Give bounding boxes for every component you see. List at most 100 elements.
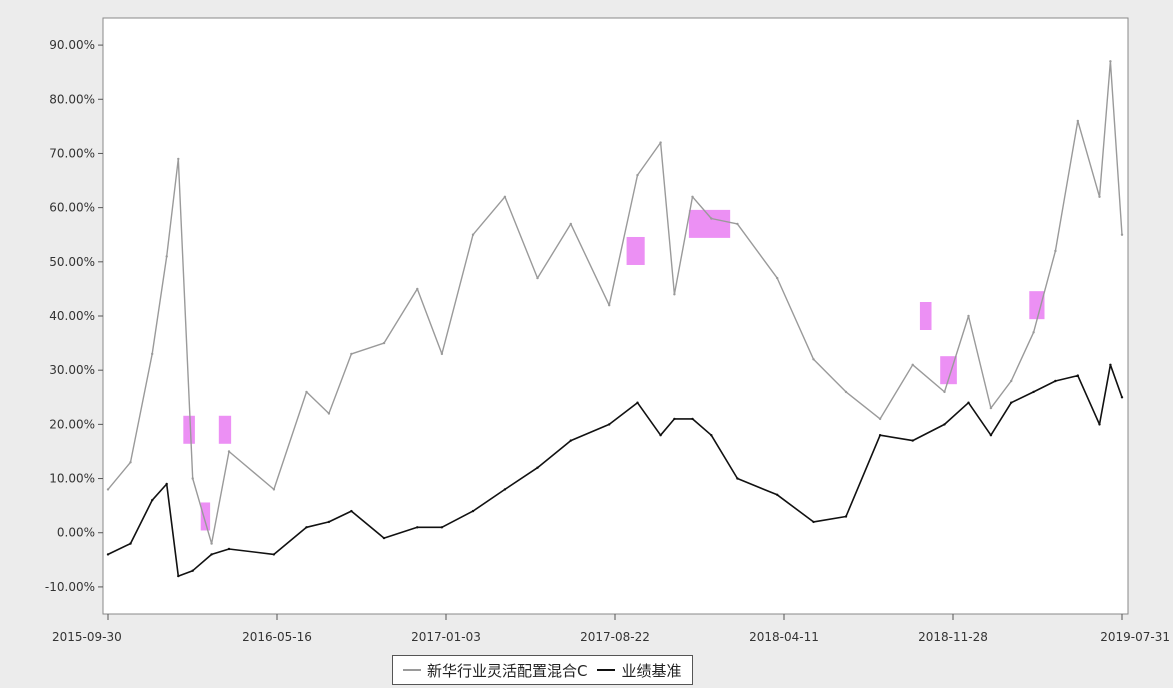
benchmark-point-10 <box>327 520 331 524</box>
fund-point-23 <box>691 195 694 198</box>
fund-point-19 <box>608 304 611 307</box>
legend-swatch-benchmark <box>597 669 616 671</box>
fund-point-33 <box>989 406 993 410</box>
legend-item-benchmark: 业绩基准 <box>597 660 682 681</box>
benchmark-point-26 <box>776 493 779 496</box>
x-tick-label-2: 2017-01-03 <box>411 630 481 644</box>
fund-point-35 <box>1032 331 1035 334</box>
fund-point-17 <box>536 276 539 280</box>
fund-point-40 <box>1120 233 1124 236</box>
fund-point-31 <box>943 390 946 394</box>
fund-point-24 <box>710 217 713 220</box>
benchmark-point-22 <box>673 417 676 421</box>
benchmark-point-7 <box>227 547 231 551</box>
highlight-band-6 <box>940 356 957 385</box>
legend-label-benchmark: 业绩基准 <box>621 661 682 680</box>
fund-point-8 <box>272 488 276 491</box>
benchmark-point-2 <box>151 499 154 502</box>
highlight-layer <box>183 209 1045 531</box>
benchmark-point-23 <box>691 417 694 421</box>
fund-point-0 <box>106 488 110 491</box>
y-tick-label-3: 20.00% <box>49 417 95 431</box>
fund-point-30 <box>911 363 914 366</box>
benchmark-point-34 <box>1010 401 1013 404</box>
fund-point-10 <box>327 412 331 415</box>
fund-point-3 <box>165 255 168 258</box>
legend: 新华行业灵活配置混合C 业绩基准 <box>392 655 693 685</box>
benchmark-point-38 <box>1098 423 1101 426</box>
benchmark-point-21 <box>659 434 662 437</box>
benchmark-point-40 <box>1120 396 1124 399</box>
fund-point-38 <box>1098 195 1101 198</box>
y-tick-label-9: 80.00% <box>49 92 95 106</box>
legend-swatch-fund <box>403 669 421 671</box>
highlight-band-1 <box>200 502 211 531</box>
fund-point-32 <box>967 314 970 318</box>
fund-point-13 <box>416 287 419 291</box>
y-tick-label-8: 70.00% <box>49 146 95 160</box>
benchmark-point-9 <box>305 526 308 529</box>
fund-point-18 <box>569 222 572 226</box>
fund-point-12 <box>382 341 386 345</box>
benchmark-point-1 <box>129 542 132 545</box>
fund-point-34 <box>1010 379 1013 383</box>
fund-point-25 <box>736 222 739 226</box>
legend-item-fund: 新华行业灵活配置混合C <box>403 660 587 681</box>
benchmark-point-6 <box>210 553 213 556</box>
fund-point-37 <box>1076 119 1080 123</box>
benchmark-point-27 <box>812 520 815 524</box>
benchmark-point-36 <box>1054 379 1057 383</box>
fund-point-20 <box>636 173 639 177</box>
highlight-band-4 <box>688 209 731 238</box>
benchmark-point-37 <box>1076 374 1080 377</box>
fund-point-2 <box>151 352 154 356</box>
y-tick-label-4: 30.00% <box>49 363 95 377</box>
x-tick-label-0: 2015-09-30 <box>52 630 122 644</box>
y-tick-label-2: 10.00% <box>49 472 95 486</box>
fund-point-11 <box>350 352 353 356</box>
fund-point-36 <box>1054 249 1057 253</box>
benchmark-point-8 <box>272 553 276 556</box>
y-tick-label-1: 0.00% <box>57 526 95 540</box>
fund-point-15 <box>471 233 475 236</box>
benchmark-point-16 <box>503 488 507 491</box>
benchmark-point-30 <box>911 439 914 442</box>
y-tick-label-10: 90.00% <box>49 38 95 52</box>
benchmark-point-11 <box>350 509 353 513</box>
y-axis: -10.00% 0.00% 10.00% 20.00% 30.00% 40.00% 50.0… <box>45 38 103 594</box>
benchmark-point-15 <box>471 509 475 513</box>
plot-area <box>102 17 1129 615</box>
x-axis: 2015-09-30 2016-05-16 2017-01-03 2017-08-22… <box>52 614 1170 644</box>
benchmark-point-32 <box>967 401 970 404</box>
fund-point-28 <box>844 390 848 394</box>
benchmark-point-14 <box>440 526 444 529</box>
benchmark-point-25 <box>736 477 739 480</box>
benchmark-point-5 <box>191 569 194 572</box>
fund-point-39 <box>1109 60 1112 63</box>
benchmark-point-39 <box>1109 363 1112 366</box>
benchmark-point-20 <box>636 401 639 404</box>
benchmark-point-17 <box>536 466 539 469</box>
benchmark-point-4 <box>177 574 180 578</box>
fund-point-26 <box>776 276 779 280</box>
highlight-band-3 <box>626 236 645 265</box>
fund-point-4 <box>177 157 180 161</box>
fund-point-29 <box>878 417 882 421</box>
y-tick-label-6: 50.00% <box>49 255 95 269</box>
fund-point-27 <box>812 358 815 361</box>
highlight-band-5 <box>919 302 932 330</box>
benchmark-point-35 <box>1032 390 1035 394</box>
x-tick-label-3: 2017-08-22 <box>580 630 650 644</box>
benchmark-point-19 <box>608 423 611 426</box>
highlight-band-2 <box>218 415 232 444</box>
benchmark-point-33 <box>989 434 993 437</box>
benchmark-point-0 <box>106 553 110 556</box>
benchmark-point-18 <box>569 439 572 442</box>
x-tick-label-5: 2018-11-28 <box>918 630 988 644</box>
fund-point-21 <box>659 141 662 144</box>
benchmark-point-29 <box>878 434 882 437</box>
series-layer <box>106 60 1124 578</box>
fund-point-6 <box>210 542 213 545</box>
y-tick-label-5: 40.00% <box>49 309 95 323</box>
